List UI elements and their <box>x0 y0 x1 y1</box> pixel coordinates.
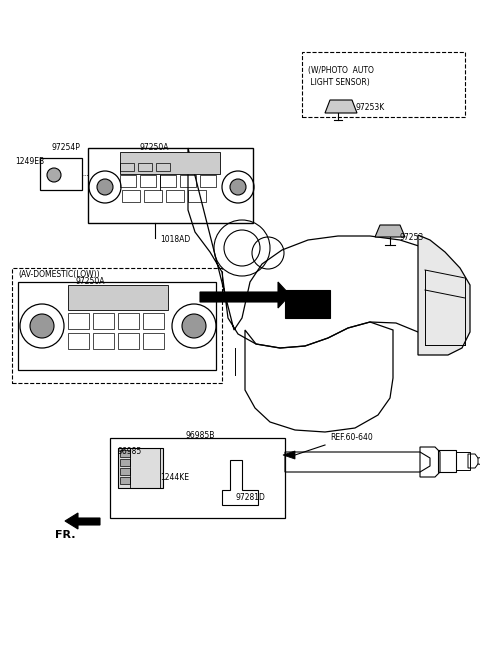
Text: 97254P: 97254P <box>52 144 81 152</box>
Text: 97250A: 97250A <box>140 144 169 152</box>
Bar <box>118 448 163 488</box>
Bar <box>93 333 114 349</box>
Bar <box>130 448 160 488</box>
Bar <box>166 190 184 202</box>
Bar <box>118 333 139 349</box>
Text: 97253K: 97253K <box>355 102 384 112</box>
Bar <box>68 313 89 329</box>
Bar <box>144 190 162 202</box>
Bar <box>118 313 139 329</box>
Text: LIGHT SENSOR): LIGHT SENSOR) <box>308 79 370 87</box>
Polygon shape <box>200 282 290 308</box>
Polygon shape <box>65 513 100 529</box>
Bar <box>68 333 89 349</box>
Circle shape <box>30 314 54 338</box>
Bar <box>138 163 152 171</box>
Bar <box>438 450 456 472</box>
Circle shape <box>230 179 246 195</box>
Bar <box>143 333 164 349</box>
Polygon shape <box>418 235 470 355</box>
Bar <box>12 268 222 383</box>
Polygon shape <box>283 451 295 459</box>
Circle shape <box>47 168 61 182</box>
Text: FR.: FR. <box>55 530 75 540</box>
Bar <box>120 175 136 187</box>
Bar <box>120 152 220 174</box>
Text: (W/PHOTO  AUTO: (W/PHOTO AUTO <box>308 66 374 75</box>
Polygon shape <box>285 290 330 318</box>
Bar <box>188 190 206 202</box>
Circle shape <box>97 179 113 195</box>
Bar <box>88 148 253 223</box>
Bar <box>40 158 82 190</box>
Bar <box>200 175 216 187</box>
Bar <box>110 438 285 518</box>
Circle shape <box>182 314 206 338</box>
Bar <box>156 163 170 171</box>
Bar <box>180 175 196 187</box>
Bar <box>93 313 114 329</box>
Bar <box>68 285 168 310</box>
Polygon shape <box>375 225 405 237</box>
Bar <box>456 452 470 470</box>
Bar <box>120 468 130 475</box>
Text: 97253: 97253 <box>400 234 424 243</box>
Bar <box>160 175 176 187</box>
Text: 97281D: 97281D <box>235 493 265 502</box>
Text: (AV-DOMESTIC(LOW)): (AV-DOMESTIC(LOW)) <box>18 270 100 279</box>
Bar <box>143 313 164 329</box>
Polygon shape <box>325 100 357 113</box>
Bar <box>120 459 130 466</box>
Bar <box>120 163 134 171</box>
Bar <box>18 282 216 370</box>
Bar <box>120 477 130 484</box>
Text: 97250A: 97250A <box>75 277 105 287</box>
Text: 1018AD: 1018AD <box>160 236 190 245</box>
Bar <box>140 175 156 187</box>
Text: REF.60-640: REF.60-640 <box>330 434 373 443</box>
Text: 1244KE: 1244KE <box>160 474 189 483</box>
Text: 96985B: 96985B <box>185 430 215 440</box>
Text: 1249EB: 1249EB <box>15 157 44 167</box>
Bar <box>122 190 140 202</box>
Text: 96985: 96985 <box>118 447 142 457</box>
Bar <box>120 450 130 457</box>
Bar <box>302 52 465 117</box>
